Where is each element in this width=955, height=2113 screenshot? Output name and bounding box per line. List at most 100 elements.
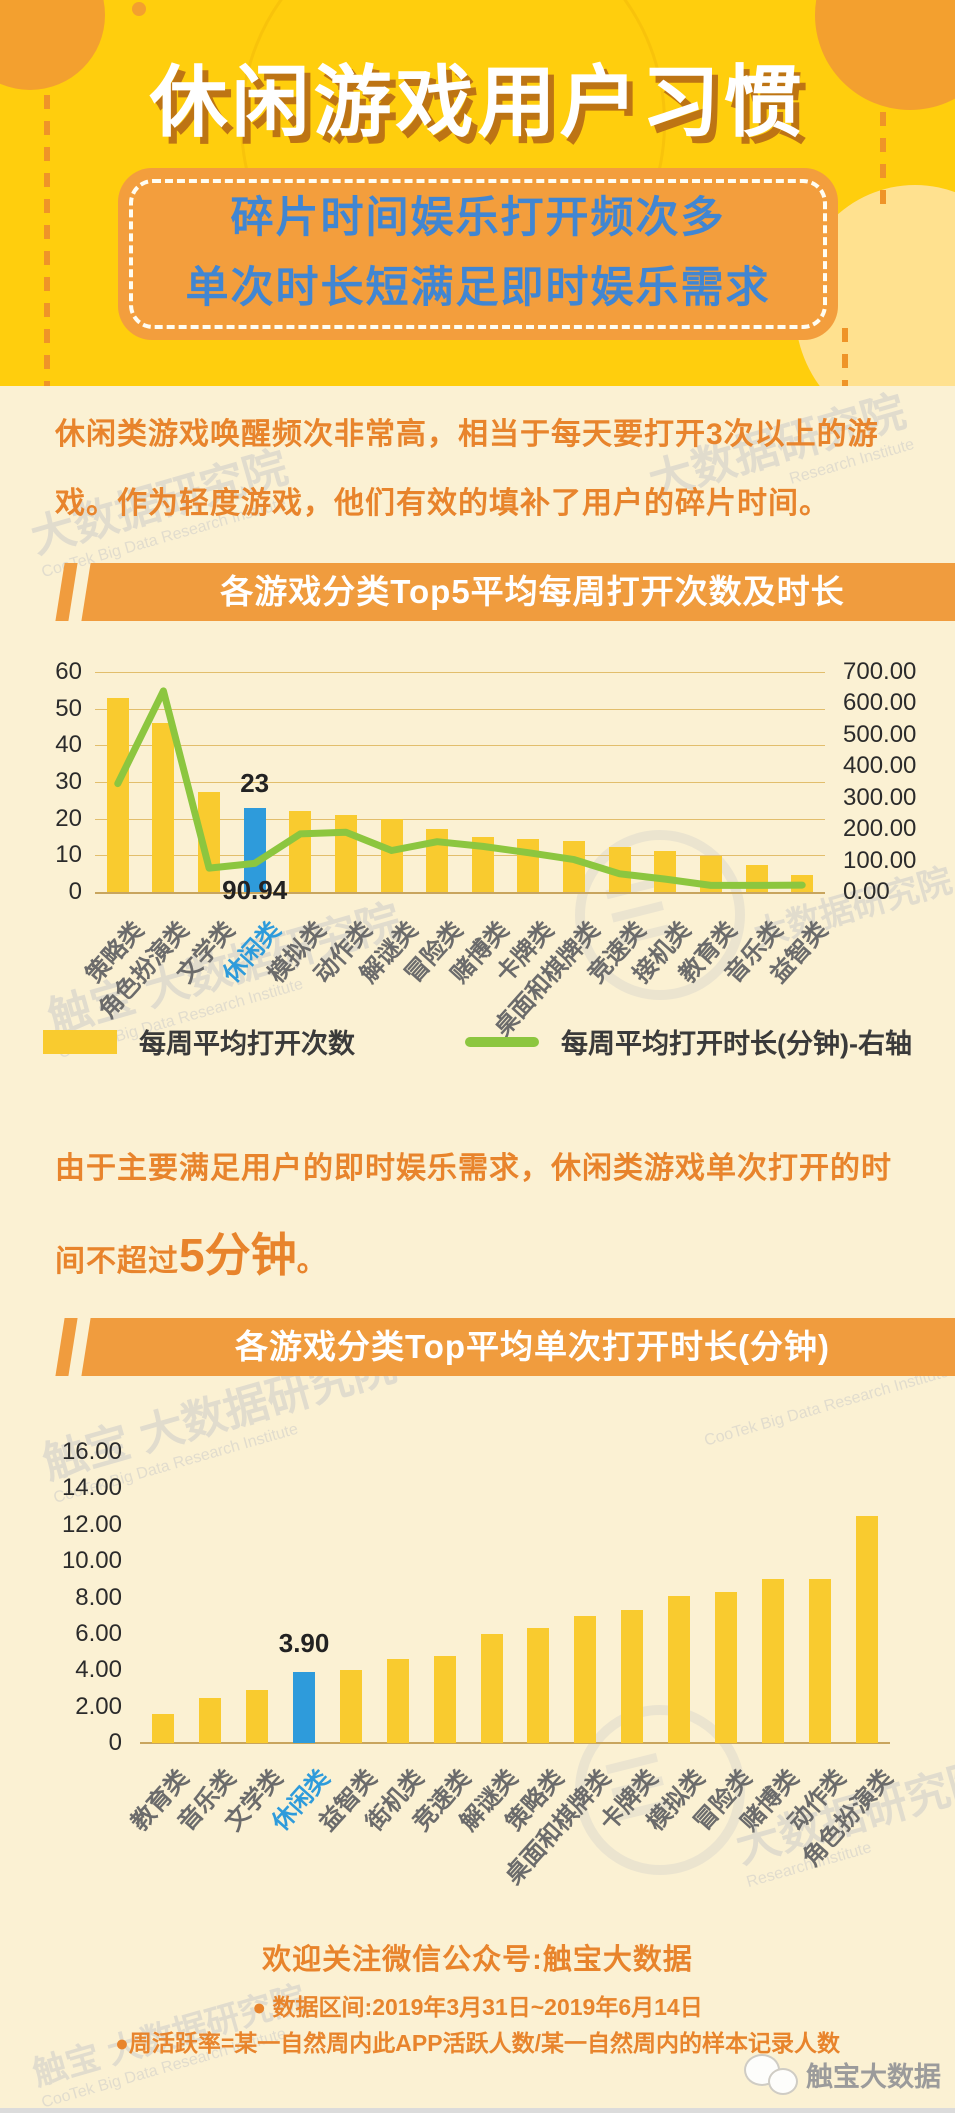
decorative-dot <box>132 2 146 16</box>
bar <box>480 1633 503 1743</box>
y-axis-tick: 0 <box>108 1729 122 1756</box>
watermark: CooTek Big Data Research Institute <box>702 1363 951 1450</box>
bar <box>668 1595 691 1743</box>
bar <box>386 1659 409 1743</box>
paragraph-2-text: 由于主要满足用户的即时娱乐需求，休闲类游戏单次打开的时间不超过 <box>55 1152 892 1278</box>
y-axis-tick-right: 100.00 <box>843 846 917 874</box>
decorative-dashed-line <box>842 328 848 386</box>
highlight-line-value: 90.94 <box>222 875 288 906</box>
bar <box>808 1579 831 1743</box>
bar <box>380 819 403 892</box>
highlight-bar <box>243 807 266 892</box>
grid-line <box>95 708 825 710</box>
footer-note-2: ●周活跃率=某一自然周内此APP活跃人数/某一自然周内的样本记录人数 <box>114 2030 840 2056</box>
highlight-bar <box>293 1672 316 1743</box>
duration-line-series <box>114 687 806 889</box>
bar <box>246 1690 269 1743</box>
decorative-dashed-line <box>880 112 886 212</box>
y-axis-tick-left: 50 <box>55 694 82 722</box>
chart2-plot-area: 3.90 <box>140 1452 890 1744</box>
bar <box>199 1697 222 1743</box>
decorative-dashed-line <box>44 95 50 386</box>
banner-bar: 各游戏分类Top5平均每周打开次数及时长 <box>81 563 955 621</box>
subtitle-dashed-frame: 碎片时间娱乐打开频次多 单次时长短满足即时娱乐需求 <box>129 179 827 329</box>
subtitle-line-1: 碎片时间娱乐打开频次多 <box>230 194 726 243</box>
y-axis-tick: 14.00 <box>61 1474 122 1502</box>
footer-note-1: ● 数据区间:2019年3月31日~2019年6月14日 <box>252 1994 703 2020</box>
y-axis-tick-left: 60 <box>55 658 82 685</box>
y-axis-tick-left: 30 <box>55 768 82 795</box>
chart1-open-counts-duration: 23 90.94 60 50 40 30 20 10 0 700.00 600.00 500.00 40… <box>0 658 955 905</box>
chart2-title: 各游戏分类Top平均单次打开时长(分钟) <box>234 1328 830 1365</box>
banner-stripe <box>55 1318 78 1376</box>
footer-wechat-line: 欢迎关注微信公众号:触宝大数据 <box>262 1944 693 1976</box>
legend-item-line: 每周平均打开时长(分钟)-右轴 <box>465 1022 912 1061</box>
banner-stripe <box>55 563 78 621</box>
chart1-title-banner: 各游戏分类Top5平均每周打开次数及时长 <box>0 563 955 621</box>
highlight-bar-value: 3.90 <box>278 1628 330 1659</box>
header: 休闲游戏用户习惯 碎片时间娱乐打开频次多 单次时长短满足即时娱乐需求 <box>0 0 955 386</box>
bar <box>574 1615 597 1743</box>
legend-item-bar: 每周平均打开次数 <box>43 1022 355 1061</box>
y-axis-tick-left: 0 <box>68 878 82 905</box>
bar <box>621 1610 644 1743</box>
paragraph-2-emphasis: 5分钟 <box>179 1229 297 1281</box>
bar <box>608 847 631 892</box>
bar <box>527 1628 550 1743</box>
bottom-divider <box>0 2108 955 2113</box>
chart1-plot-area: 23 90.94 <box>95 672 825 905</box>
bar <box>152 1713 175 1743</box>
grid-line <box>95 672 825 673</box>
grid-line <box>95 892 825 894</box>
banner-bar: 各游戏分类Top平均单次打开时长(分钟) <box>81 1318 955 1376</box>
bar <box>152 723 175 892</box>
bar <box>714 1592 737 1743</box>
y-axis-tick-left: 10 <box>55 841 82 869</box>
chart1-legend: 每周平均打开次数 每周平均打开时长(分钟)-右轴 <box>0 1022 955 1061</box>
subtitle-box: 碎片时间娱乐打开频次多 单次时长短满足即时娱乐需求 <box>118 168 838 340</box>
bar-swatch-icon <box>43 1029 117 1054</box>
y-axis-tick-right: 0.00 <box>843 878 890 905</box>
y-axis-tick: 16.00 <box>61 1438 122 1465</box>
y-axis-tick: 8.00 <box>75 1583 122 1611</box>
paragraph-2: 由于主要满足用户的即时娱乐需求，休闲类游戏单次打开的时间不超过5分钟。 <box>55 1134 903 1309</box>
wechat-bubbles-icon <box>744 2052 798 2096</box>
legend-line-label: 每周平均打开时长(分钟)-右轴 <box>561 1029 912 1059</box>
y-axis-tick-right: 500.00 <box>843 720 917 748</box>
grid-line <box>95 782 825 783</box>
y-axis-tick-left: 40 <box>55 731 82 759</box>
y-axis-tick-left: 20 <box>55 804 82 832</box>
paragraph-2-suffix: 。 <box>296 1245 328 1278</box>
paragraph-1: 休闲类游戏唤醒频次非常高，相当于每天要打开3次以上的游戏。作为轻度游戏，他们有效… <box>55 418 879 520</box>
brand-text: 触宝大数据 <box>806 2061 941 2092</box>
bar <box>471 837 494 892</box>
x-axis-baseline <box>140 1742 890 1744</box>
page-title: 休闲游戏用户习惯 <box>149 58 806 146</box>
bar <box>339 1670 362 1743</box>
bar <box>106 697 129 892</box>
y-axis-tick-right: 600.00 <box>843 689 917 717</box>
y-axis-tick-right: 300.00 <box>843 783 917 811</box>
y-axis-tick: 6.00 <box>75 1619 122 1647</box>
legend-bar-label: 每周平均打开次数 <box>139 1029 355 1059</box>
line-swatch-icon <box>465 1036 539 1047</box>
grid-line <box>95 818 825 820</box>
grid-line <box>95 855 825 857</box>
bar <box>855 1515 878 1743</box>
highlight-bar-value: 23 <box>240 767 270 798</box>
subtitle-line-2: 单次时长短满足即时娱乐需求 <box>185 264 771 312</box>
y-axis-tick: 4.00 <box>75 1656 122 1684</box>
y-axis-tick-right: 700.00 <box>843 658 917 685</box>
y-axis-tick-right: 400.00 <box>843 752 917 780</box>
chart2-title-banner: 各游戏分类Top平均单次打开时长(分钟) <box>0 1318 955 1376</box>
y-axis-tick: 12.00 <box>61 1510 122 1538</box>
chart1-category-axis: 策略类 角色扮演类 文学类 休闲类 模拟类 动作类 解谜类 冒险类 赌博类 卡牌类 桌面和棋牌类 竞速… <box>0 898 955 1128</box>
y-axis-tick: 10.00 <box>61 1547 122 1575</box>
grid-line <box>95 745 825 747</box>
chart1-title: 各游戏分类Top5平均每周打开次数及时长 <box>220 573 845 610</box>
bar <box>761 1579 784 1743</box>
bar <box>563 841 586 892</box>
y-axis-tick-right: 200.00 <box>843 815 917 843</box>
chart2-session-duration: 3.90 16.00 14.00 12.00 10.00 8.00 6.00 4.00 2.00… <box>0 1438 955 1756</box>
